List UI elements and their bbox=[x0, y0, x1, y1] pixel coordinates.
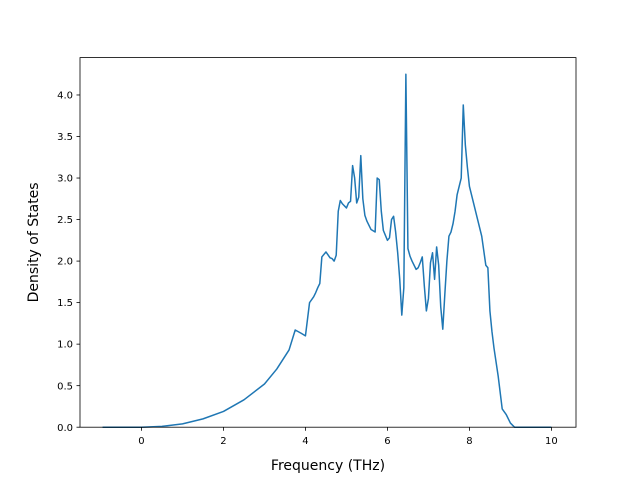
x-tick-label: 6 bbox=[384, 436, 390, 447]
y-axis-label: Density of States bbox=[26, 182, 42, 302]
y-tick-label: 2.5 bbox=[57, 215, 73, 226]
x-tick-label: 0 bbox=[138, 436, 144, 447]
y-tick-label: 3.0 bbox=[57, 174, 73, 185]
plot-area bbox=[102, 73, 552, 428]
y-tick-label: 1.0 bbox=[57, 340, 73, 351]
x-axis-label: Frequency (THz) bbox=[271, 458, 385, 474]
axes-frame bbox=[79, 57, 577, 428]
x-tick-label: 8 bbox=[466, 436, 472, 447]
y-tick-label: 0.5 bbox=[57, 381, 73, 392]
y-tick-label: 1.5 bbox=[57, 298, 73, 309]
y-axis: 0.0 0.5 1.0 1.5 2.0 2.5 3.0 3.5 4.0 bbox=[57, 91, 80, 434]
y-tick-label: 2.0 bbox=[57, 257, 73, 268]
y-tick-label: 4.0 bbox=[57, 91, 73, 102]
y-tick-label: 0.0 bbox=[57, 423, 73, 434]
dos-series-line bbox=[102, 73, 552, 428]
y-tick-label: 3.5 bbox=[57, 132, 73, 143]
x-tick-label: 4 bbox=[302, 436, 308, 447]
x-tick-label: 2 bbox=[220, 436, 226, 447]
x-tick-label: 10 bbox=[545, 436, 558, 447]
x-axis: 0 2 4 6 8 10 bbox=[138, 427, 558, 447]
